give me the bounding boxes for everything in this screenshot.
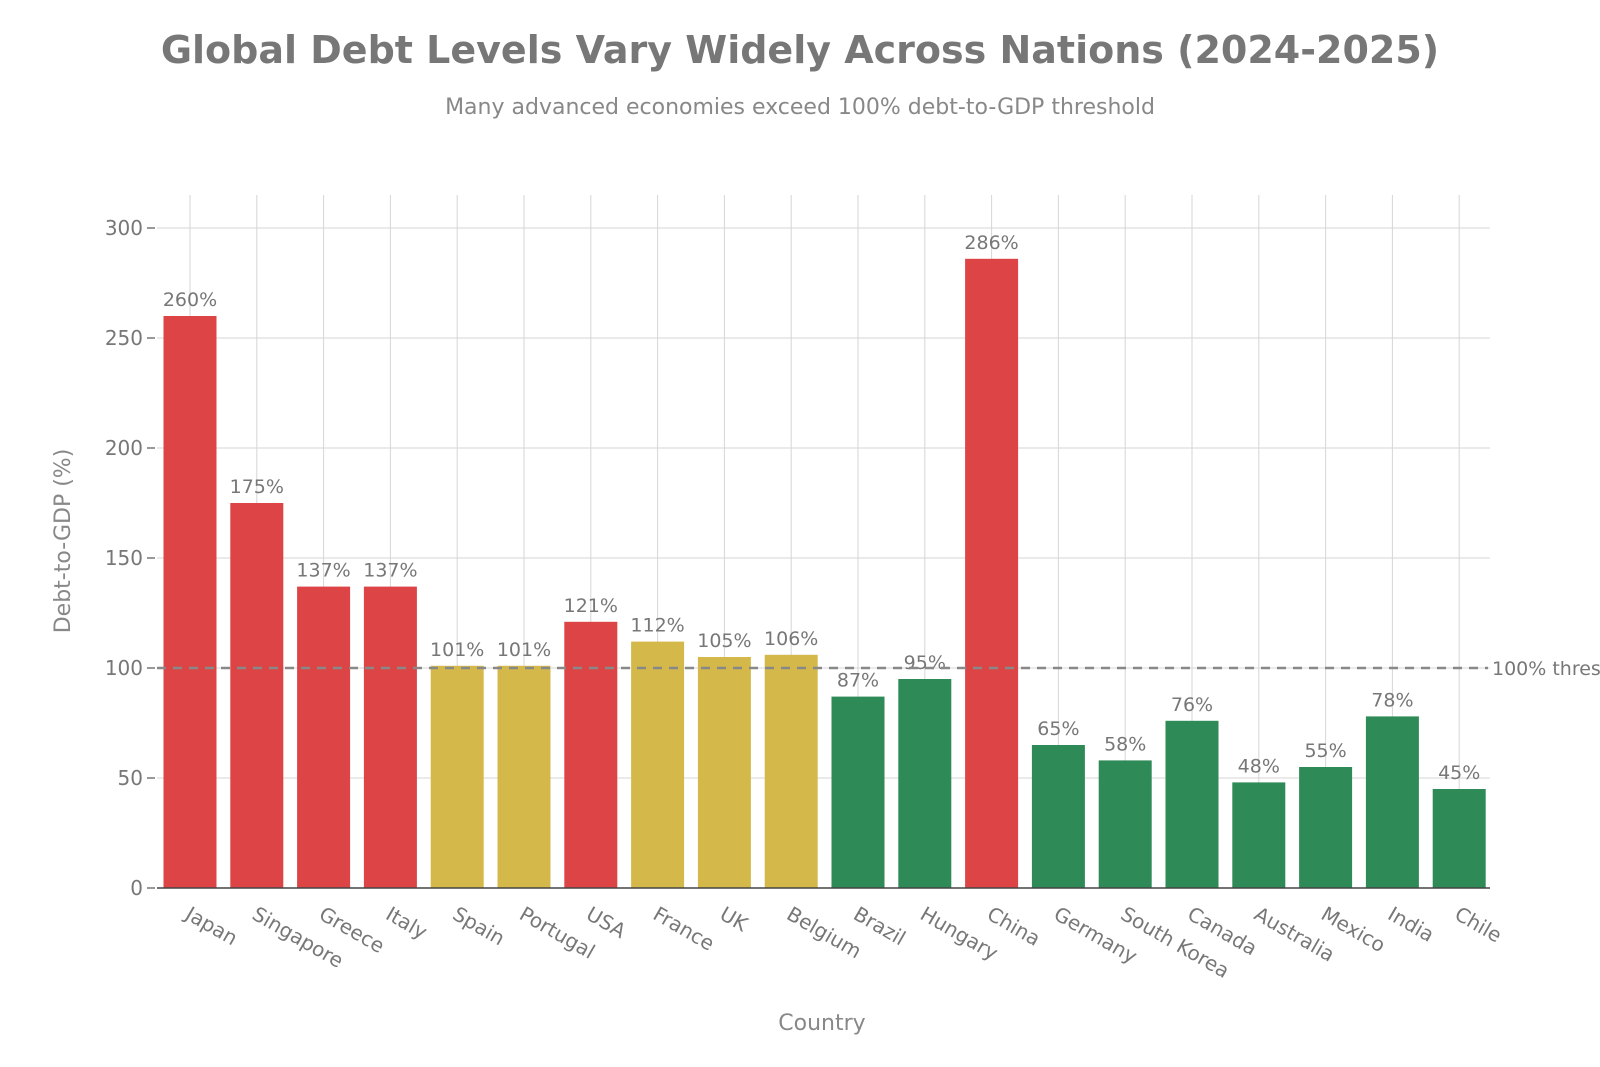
bar-value-label: 137% xyxy=(296,560,350,582)
y-tick-label: 200 xyxy=(105,436,143,460)
bar-value-label: 286% xyxy=(964,232,1018,254)
grid-lines xyxy=(157,195,1490,888)
bar-belgium[interactable] xyxy=(764,654,818,888)
bar-value-label: 106% xyxy=(764,628,818,650)
bar-value-label: 101% xyxy=(430,639,484,661)
x-tick-label: Italy xyxy=(382,902,432,945)
y-tick-label: 300 xyxy=(105,216,143,240)
bar-south-korea[interactable] xyxy=(1098,760,1152,888)
x-tick-label: Japan xyxy=(180,901,242,951)
x-tick-label: Belgium xyxy=(783,902,866,964)
bar-value-label: 95% xyxy=(904,652,946,674)
bar-brazil[interactable] xyxy=(831,696,885,888)
y-tick-label: 100 xyxy=(105,656,143,680)
y-tick-label: 250 xyxy=(105,326,143,350)
bar-value-label: 87% xyxy=(837,670,879,692)
bar-hungary[interactable] xyxy=(898,679,952,888)
bar-germany[interactable] xyxy=(1031,745,1085,888)
bar-value-label: 65% xyxy=(1037,718,1079,740)
x-tick-label: Chile xyxy=(1451,902,1506,948)
bar-value-label: 55% xyxy=(1304,740,1346,762)
y-axis-label: Debt-to-GDP (%) xyxy=(51,449,76,634)
x-tick-label: France xyxy=(649,902,719,956)
bar-value-label: 137% xyxy=(363,560,417,582)
x-tick-label: UK xyxy=(716,902,753,937)
bar-value-label: 175% xyxy=(230,476,284,498)
bar-value-label: 58% xyxy=(1104,733,1146,755)
y-tick-label: 0 xyxy=(130,876,143,900)
bar-italy[interactable] xyxy=(363,586,417,888)
bar-japan[interactable] xyxy=(163,316,217,888)
y-tick-label: 150 xyxy=(105,546,143,570)
bar-china[interactable] xyxy=(965,258,1019,888)
x-tick-label: Spain xyxy=(449,902,509,951)
chart-title: Global Debt Levels Vary Widely Across Na… xyxy=(160,28,1440,72)
bar-france[interactable] xyxy=(631,641,685,888)
bar-value-label: 78% xyxy=(1371,689,1413,711)
bar-uk[interactable] xyxy=(697,657,751,888)
bar-labels: 260% 175% 137% 137% 101% 101% 121% 112% 105% 106%… xyxy=(157,232,1600,784)
bar-value-label: 101% xyxy=(497,639,551,661)
bar-canada[interactable] xyxy=(1165,720,1219,888)
bar-value-label: 260% xyxy=(163,289,217,311)
bars xyxy=(163,258,1486,888)
bar-portugal[interactable] xyxy=(497,665,551,888)
bar-spain[interactable] xyxy=(430,665,484,888)
bar-value-label: 105% xyxy=(697,630,751,652)
bar-value-label: 45% xyxy=(1438,762,1480,784)
bar-usa[interactable] xyxy=(564,621,618,888)
bar-value-label: 112% xyxy=(630,615,684,637)
chart-subtitle: Many advanced economies exceed 100% debt… xyxy=(445,95,1155,120)
bar-value-label: 121% xyxy=(564,595,618,617)
bar-australia[interactable] xyxy=(1232,782,1286,888)
y-tick-label: 50 xyxy=(118,766,143,790)
x-tick-label: Portugal xyxy=(516,902,600,964)
bar-chile[interactable] xyxy=(1432,789,1486,888)
x-axis-label: Country xyxy=(778,1011,865,1036)
bar-value-label: 76% xyxy=(1171,694,1213,716)
bar-india[interactable] xyxy=(1365,716,1419,888)
bar-value-label: 48% xyxy=(1238,755,1280,777)
bar-greece[interactable] xyxy=(297,586,351,888)
x-tick-label: India xyxy=(1384,902,1439,947)
bar-singapore[interactable] xyxy=(230,503,284,888)
bar-mexico[interactable] xyxy=(1299,767,1353,888)
threshold-label: 100% threshold xyxy=(1492,658,1600,680)
